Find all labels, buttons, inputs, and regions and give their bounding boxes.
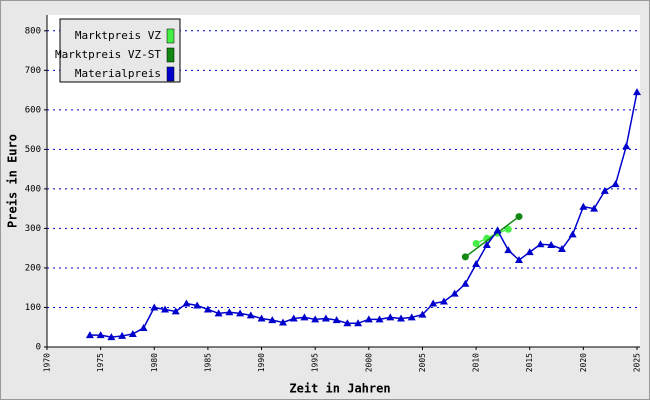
data-point	[343, 319, 352, 327]
data-point	[289, 314, 298, 322]
data-point	[407, 313, 416, 321]
y-tick-label: 400	[25, 184, 41, 194]
data-point	[236, 309, 245, 317]
data-point	[590, 204, 599, 212]
data-point	[203, 305, 212, 313]
x-tick-label: 1990	[257, 353, 266, 372]
data-point	[472, 239, 480, 247]
data-point	[128, 329, 137, 337]
x-tick-label: 2010	[472, 353, 481, 372]
data-point	[268, 316, 277, 324]
y-tick-label: 100	[25, 303, 41, 313]
y-tick-label: 600	[25, 105, 41, 115]
data-point	[150, 303, 159, 311]
data-point	[472, 260, 481, 267]
data-point	[96, 331, 105, 339]
legend-swatch	[166, 66, 175, 82]
data-point	[375, 315, 384, 323]
data-point	[107, 333, 116, 341]
series-line	[475, 228, 509, 245]
y-tick-label: 500	[25, 145, 41, 155]
data-point	[557, 244, 566, 252]
x-tick-label: 2000	[364, 353, 373, 372]
legend-swatch	[166, 47, 175, 63]
data-point	[364, 315, 373, 323]
legend-box	[59, 18, 181, 83]
data-point	[118, 331, 127, 339]
x-tick-label: 1970	[43, 353, 52, 372]
data-point	[429, 299, 438, 307]
data-point	[354, 319, 363, 327]
data-point	[504, 225, 512, 233]
y-tick-label: 800	[25, 26, 41, 36]
data-point	[482, 241, 491, 249]
data-point	[300, 313, 309, 321]
data-point	[547, 241, 556, 249]
y-tick-label: 300	[25, 224, 41, 234]
data-point	[386, 313, 395, 321]
data-point	[279, 318, 287, 326]
data-point	[225, 308, 234, 316]
data-point	[171, 307, 180, 315]
data-point	[622, 142, 631, 150]
plot: 0 100 200 300 400 500 600 700 800 1970 1975 1980 198…	[25, 26, 642, 372]
legend-label: Materialpreis	[75, 67, 161, 80]
x-tick-label: 2025	[633, 353, 642, 372]
y-tick-label: 700	[25, 66, 41, 76]
data-point	[493, 226, 502, 234]
data-point	[246, 311, 255, 319]
data-point	[568, 230, 577, 238]
data-point	[321, 314, 330, 322]
data-point	[633, 88, 641, 96]
data-point	[515, 213, 523, 221]
legend: Marktpreis VZ Marktpreis VZ-ST Materialpre…	[55, 18, 181, 83]
x-axis-title: Zeit in Jahren	[289, 382, 390, 396]
data-point	[418, 310, 427, 318]
x-tick-label: 1985	[203, 353, 212, 372]
data-point	[439, 297, 448, 305]
legend-label: Marktpreis VZ-ST	[55, 48, 161, 61]
data-point	[85, 331, 94, 339]
data-point	[525, 248, 534, 256]
data-point	[536, 240, 545, 248]
legend-swatch	[166, 28, 175, 44]
y-tick-label: 0	[36, 343, 41, 353]
data-point	[182, 299, 191, 307]
data-point	[311, 315, 320, 323]
data-point	[611, 180, 620, 188]
y-tick-label: 200	[25, 263, 41, 273]
data-point	[461, 253, 469, 261]
series-line	[89, 91, 638, 338]
data-point	[139, 324, 148, 332]
data-point	[450, 289, 459, 297]
data-point	[332, 316, 341, 324]
x-tick-label: 1995	[311, 353, 320, 372]
data-point	[257, 314, 266, 322]
x-tick-label: 2005	[418, 353, 427, 372]
x-tick-label: 2015	[525, 353, 534, 372]
data-point	[504, 246, 513, 254]
data-point	[397, 314, 405, 322]
x-tick-label: 2020	[579, 353, 588, 372]
x-tick-label: 1975	[96, 353, 105, 372]
data-point	[193, 301, 202, 309]
data-point	[161, 305, 169, 313]
data-point	[214, 309, 223, 317]
y-axis-title: Preis in Euro	[6, 134, 20, 228]
data-point	[515, 256, 523, 264]
x-tick-label: 1980	[150, 353, 159, 372]
data-point	[600, 186, 609, 194]
data-point	[579, 202, 588, 210]
legend-label: Marktpreis VZ	[75, 29, 161, 42]
data-point	[461, 279, 470, 287]
